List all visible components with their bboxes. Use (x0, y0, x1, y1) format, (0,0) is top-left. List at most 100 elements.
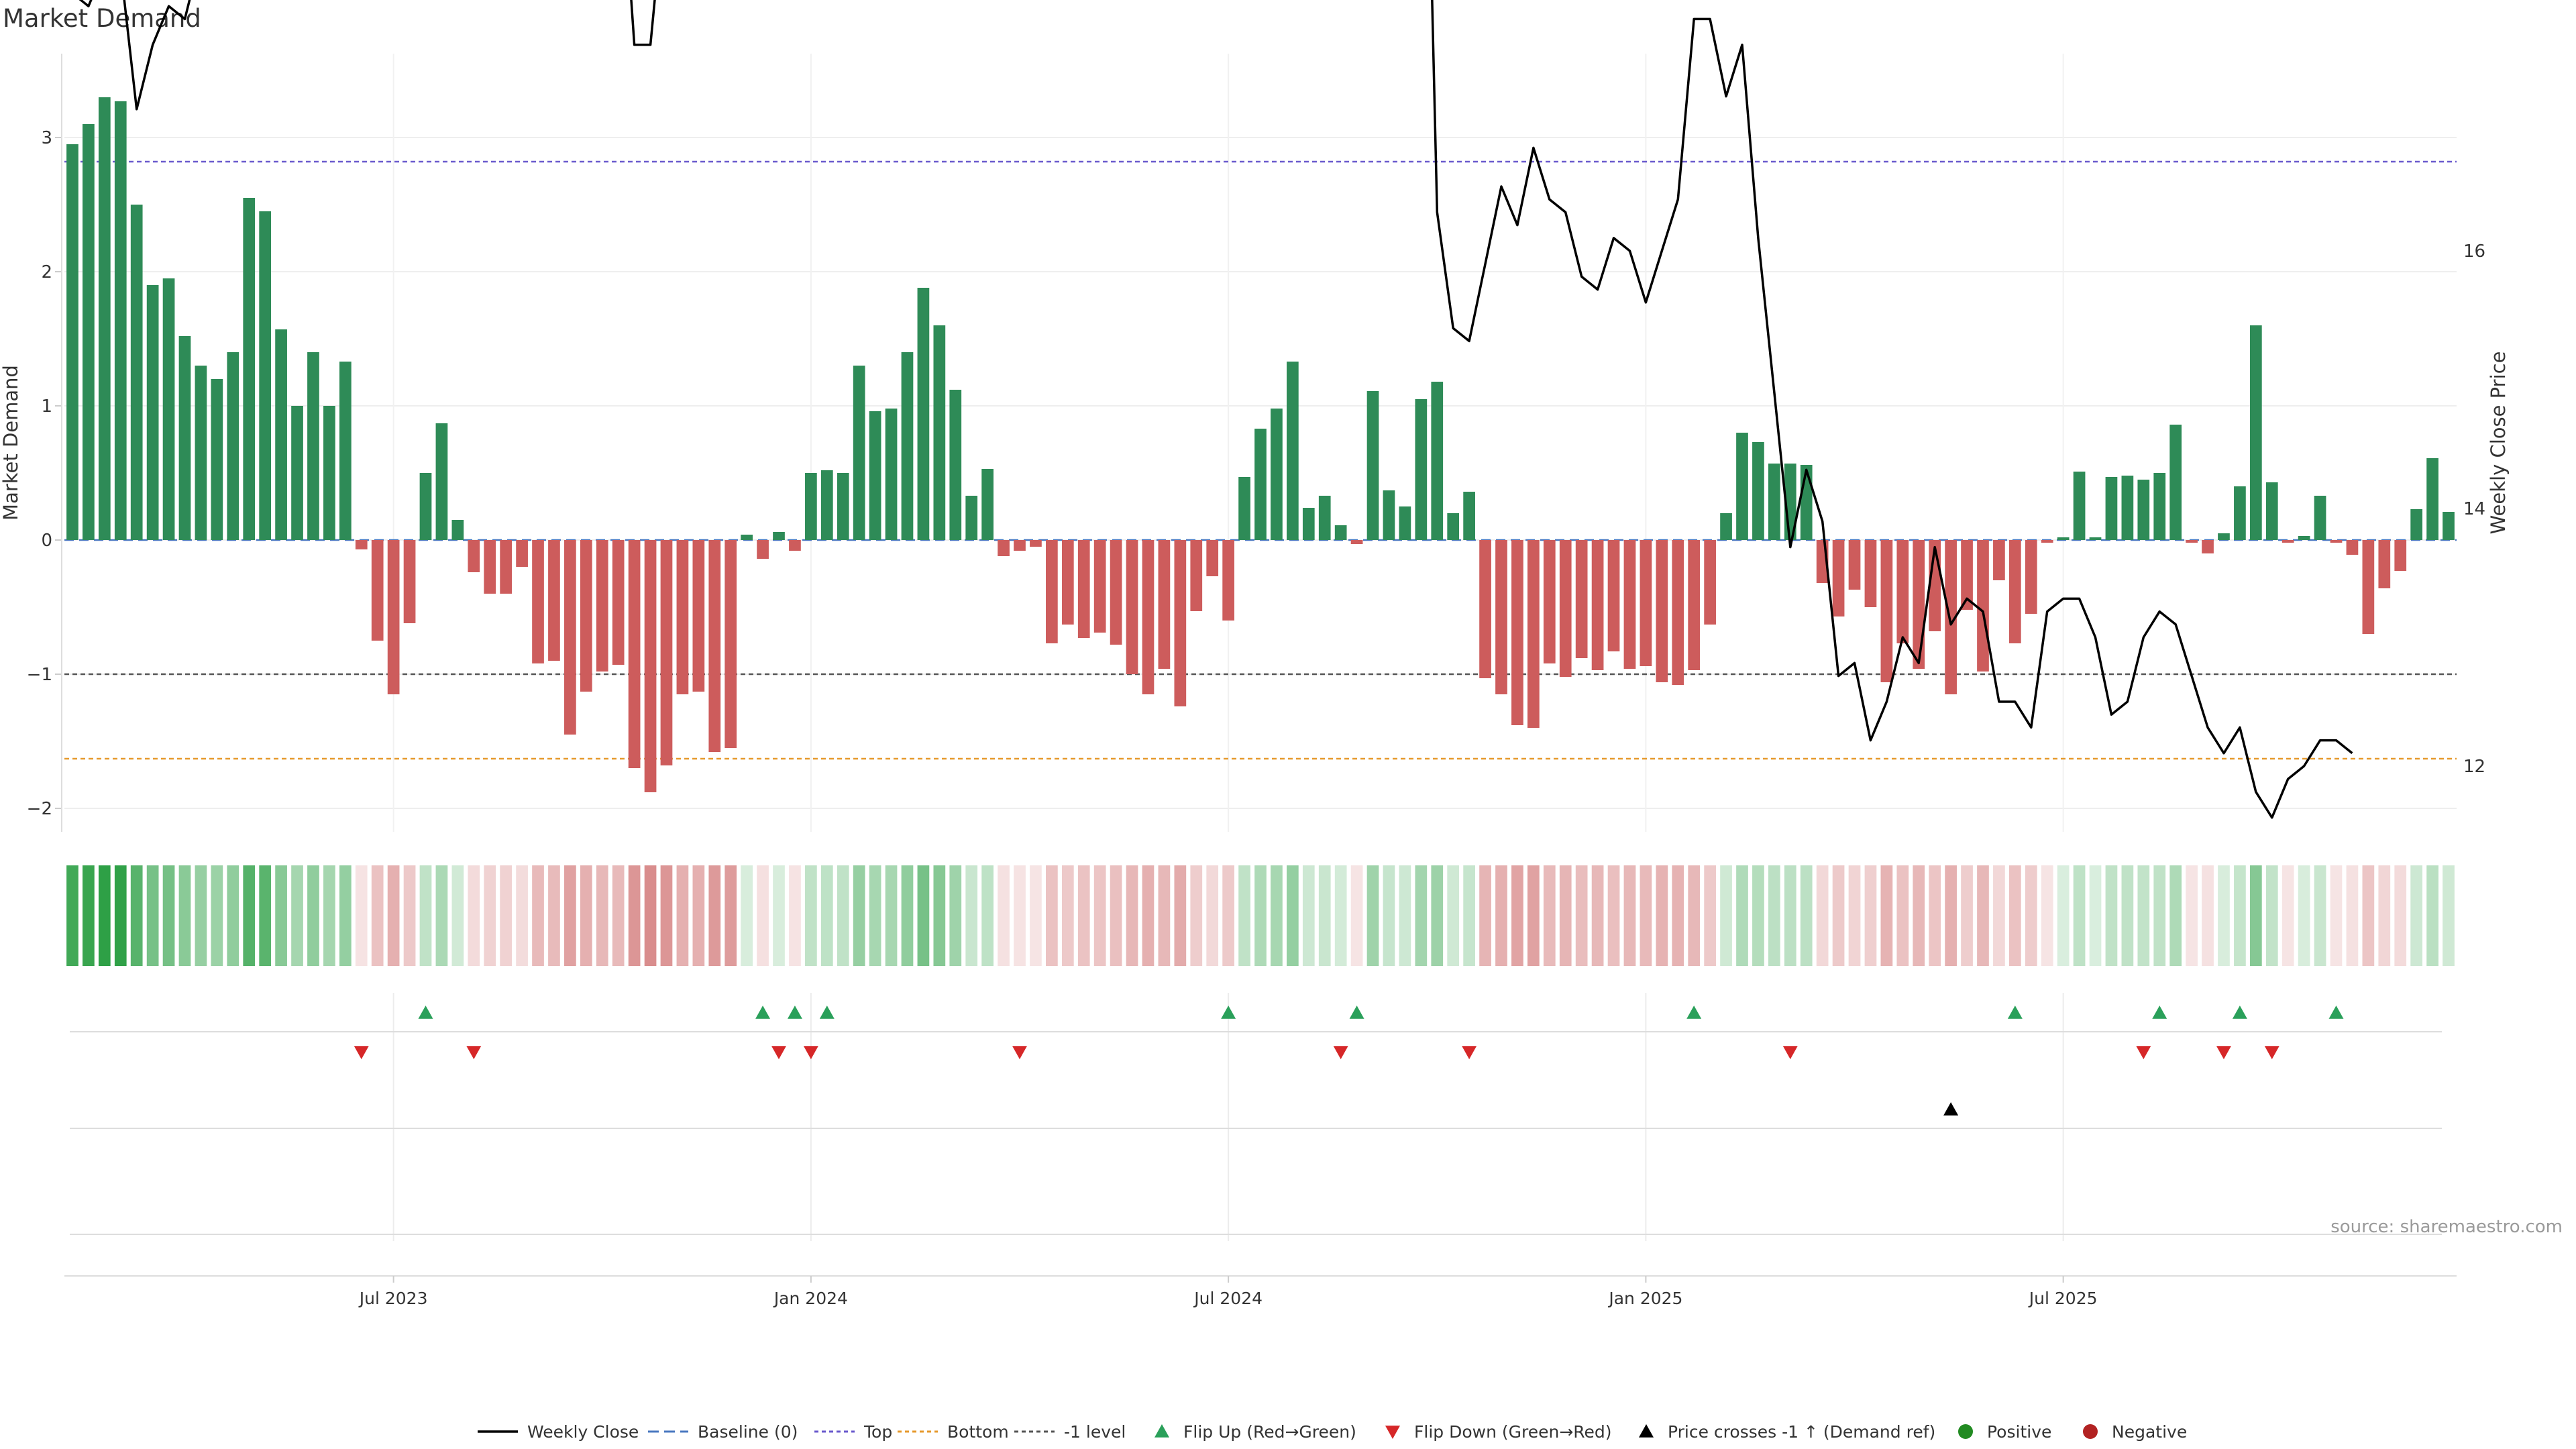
demand-bar (1672, 540, 1684, 685)
y-tick-label: 0 (41, 531, 52, 551)
flip-up-marker (2232, 1006, 2247, 1019)
heat-cell (243, 865, 256, 966)
flip-up-marker (2152, 1006, 2167, 1019)
demand-bar (259, 211, 272, 540)
demand-bar (1800, 465, 1813, 540)
heat-cell (403, 865, 416, 966)
flip-down-marker (803, 1046, 818, 1059)
heat-cell (708, 865, 721, 966)
heat-cell (724, 865, 737, 966)
heat-cell (1126, 865, 1138, 966)
heat-cell (1030, 865, 1042, 966)
flip-up-marker (755, 1006, 771, 1019)
demand-bar (2443, 512, 2455, 540)
heat-cell (1287, 865, 1299, 966)
demand-bar (291, 406, 303, 540)
heat-cell (2041, 865, 2053, 966)
demand-bar (2025, 540, 2037, 614)
heat-cell (1222, 865, 1234, 966)
demand-bar (451, 520, 464, 540)
demand-bar (130, 205, 143, 540)
demand-bar (773, 532, 785, 540)
demand-bar (1736, 433, 1748, 540)
heat-cell (1463, 865, 1475, 966)
heat-cell (1864, 865, 1877, 966)
heat-cell (1318, 865, 1331, 966)
demand-bar (178, 336, 191, 540)
heat-cell (1800, 865, 1813, 966)
flip-down-marker (2264, 1046, 2279, 1059)
heat-cell (66, 865, 78, 966)
y-tick-label: 2 (41, 262, 52, 282)
heat-cell (291, 865, 303, 966)
heat-cell (741, 865, 753, 966)
demand-bar (468, 540, 480, 572)
demand-bar (1527, 540, 1540, 728)
flip-down-marker (2136, 1046, 2151, 1059)
heat-cell (2330, 865, 2343, 966)
heat-cell (468, 865, 480, 966)
y2-tick-label: 16 (2463, 241, 2485, 262)
demand-bar (660, 540, 673, 765)
demand-bar (1110, 540, 1122, 645)
demand-bar (548, 540, 560, 661)
demand-bar (2394, 540, 2407, 571)
heat-cell (339, 865, 352, 966)
weekly-close-line (78, 0, 2353, 819)
demand-bar (516, 540, 528, 567)
demand-bar (1640, 540, 1652, 666)
demand-bar (2089, 537, 2102, 540)
demand-bar (195, 366, 207, 540)
demand-bar (1254, 429, 1267, 540)
demand-bar (371, 540, 384, 641)
heat-cell (1543, 865, 1556, 966)
legend-label: Baseline (0) (698, 1422, 798, 1442)
demand-bar (805, 473, 817, 540)
heat-cell (484, 865, 496, 966)
heat-cell (500, 865, 513, 966)
demand-bar (2234, 486, 2246, 540)
heat-cell (1431, 865, 1444, 966)
demand-bar (2008, 540, 2021, 643)
demand-bar (1030, 540, 1042, 547)
demand-bar (1431, 382, 1444, 540)
demand-bar (628, 540, 641, 768)
legend-swatch-flip-down (1385, 1426, 1400, 1439)
demand-bar (1704, 540, 1716, 625)
flip-down-marker (1782, 1046, 1798, 1059)
heat-cell (820, 865, 833, 966)
demand-bar (1961, 540, 1973, 610)
heat-cell (1495, 865, 1507, 966)
demand-bar (1896, 540, 1909, 643)
demand-bar (1688, 540, 1701, 670)
heat-cell (98, 865, 111, 966)
heat-cell (1848, 865, 1861, 966)
heat-cell (1334, 865, 1347, 966)
demand-bar (1222, 540, 1234, 621)
demand-bar (2346, 540, 2359, 555)
demand-bar (1126, 540, 1138, 674)
demand-bar (1656, 540, 1668, 682)
demand-bar (901, 352, 914, 540)
y2-axis-label: Weekly Close Price (2487, 352, 2510, 535)
demand-bar (2041, 540, 2053, 543)
demand-bar (1607, 540, 1620, 651)
demand-bar (1158, 540, 1171, 669)
legend-label: Bottom (947, 1422, 1009, 1442)
axes: −2−10123121416182022Market DemandWeekly … (0, 0, 2510, 832)
demand-bar (741, 535, 753, 540)
demand-bar (1495, 540, 1507, 694)
demand-bar (1768, 464, 1780, 540)
heat-cell (885, 865, 898, 966)
heat-cell (949, 865, 962, 966)
demand-bar (1287, 362, 1299, 540)
flip-down-marker (2216, 1046, 2231, 1059)
heat-cell (2298, 865, 2310, 966)
heat-cell (981, 865, 994, 966)
heat-cell (1527, 865, 1540, 966)
heat-cell (1254, 865, 1267, 966)
demand-bar (2137, 480, 2150, 540)
demand-bar (1334, 525, 1347, 540)
heat-cell (1174, 865, 1187, 966)
demand-bar (1238, 477, 1250, 540)
